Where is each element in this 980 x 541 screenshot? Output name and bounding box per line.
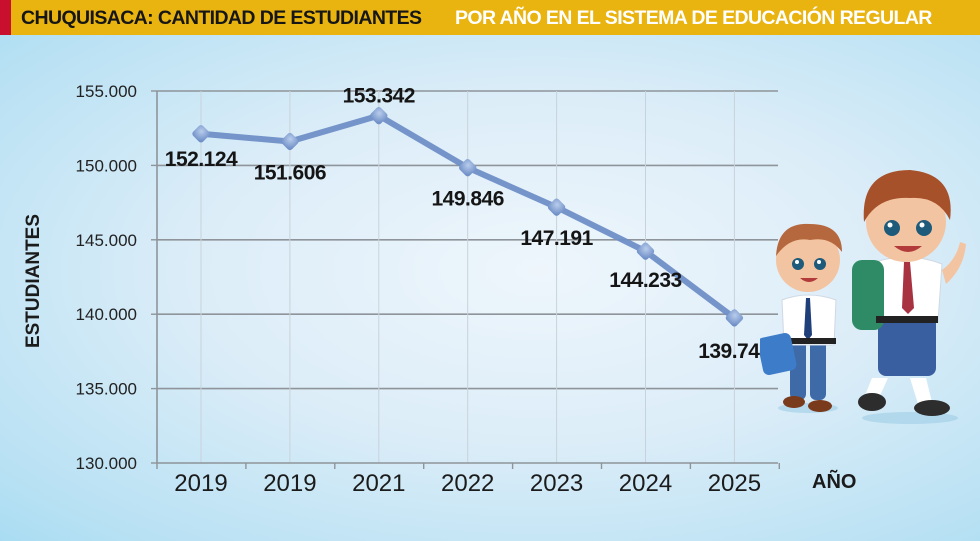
data-point <box>370 107 388 125</box>
x-tick-label: 2019 <box>174 470 227 497</box>
x-tick-label: 2023 <box>530 470 583 497</box>
x-tick-label: 2019 <box>263 470 316 497</box>
data-label: 144.233 <box>609 269 681 292</box>
data-point <box>636 242 655 260</box>
schoolboys-illustration <box>760 170 966 424</box>
x-axis-label: AÑO <box>812 471 857 493</box>
x-tick-label: 2022 <box>441 470 494 497</box>
data-point <box>281 132 299 151</box>
x-tick-label: 2025 <box>708 470 761 497</box>
y-tick-label: 145.000 <box>76 231 137 250</box>
data-label: 153.342 <box>343 85 415 108</box>
x-tick-label: 2021 <box>352 470 405 497</box>
title-part-2: POR AÑO EN EL SISTEMA DE EDUCACIÓN REGUL… <box>455 7 932 29</box>
x-tick-label: 2024 <box>619 470 672 497</box>
y-tick-label: 155.000 <box>76 82 137 101</box>
y-tick-label: 135.000 <box>76 380 137 399</box>
y-tick-label: 130.000 <box>76 454 137 473</box>
title-part-1: CHUQUISACA: CANTIDAD DE ESTUDIANTES <box>21 7 422 29</box>
data-label: 151.606 <box>254 162 326 185</box>
data-point <box>459 159 477 177</box>
big-boy-figure <box>852 170 966 424</box>
title-accent-mark <box>0 0 11 35</box>
data-label: 149.846 <box>431 188 503 211</box>
data-point <box>192 125 210 143</box>
data-point <box>547 198 566 216</box>
data-point <box>725 309 744 327</box>
data-label: 152.124 <box>165 148 238 171</box>
title-bar: CHUQUISACA: CANTIDAD DE ESTUDIANTES POR … <box>0 0 980 35</box>
small-boy-figure <box>760 223 842 413</box>
data-label: 139.749 <box>698 340 770 363</box>
data-label: 147.191 <box>520 227 593 250</box>
y-tick-label: 150.000 <box>76 156 137 175</box>
y-tick-label: 140.000 <box>76 305 137 324</box>
